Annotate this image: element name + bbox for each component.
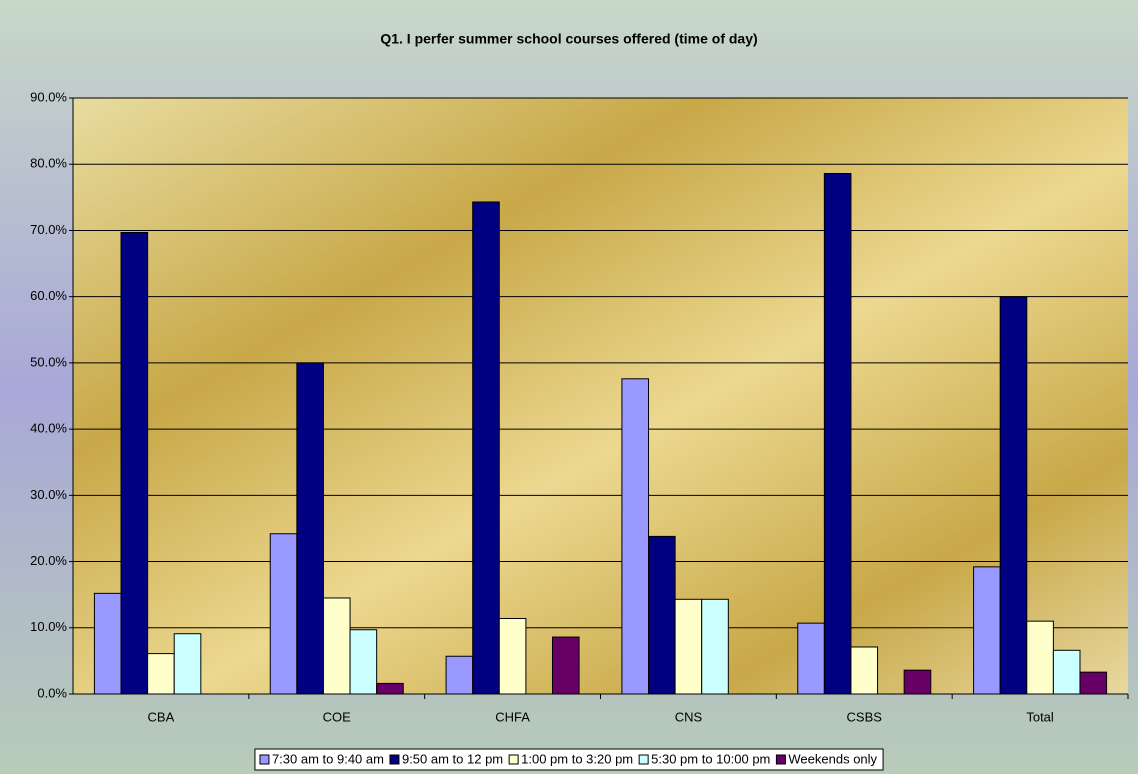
- bar: [823, 172, 852, 695]
- bar: [445, 655, 474, 695]
- legend-label: Weekends only: [788, 751, 877, 766]
- bar: [269, 533, 298, 695]
- bar: [973, 566, 1001, 695]
- bar: [120, 231, 149, 695]
- bar: [850, 646, 879, 695]
- bar: [296, 362, 324, 695]
- y-tick-label: 60.0%: [30, 288, 67, 303]
- bar: [903, 669, 932, 695]
- x-tick-label: CBA: [148, 709, 175, 724]
- y-tick-label: 50.0%: [30, 354, 67, 369]
- bar: [349, 629, 378, 695]
- x-tick-label: CHFA: [495, 709, 530, 724]
- bar: [797, 622, 825, 695]
- y-tick-label: 30.0%: [30, 487, 67, 502]
- legend-label: 1:00 pm to 3:20 pm: [521, 751, 633, 766]
- y-tick-label: 10.0%: [30, 619, 67, 634]
- bar: [999, 296, 1028, 695]
- plot-area: [73, 98, 1128, 694]
- y-tick-label: 70.0%: [30, 222, 67, 237]
- legend-swatch: [389, 754, 400, 765]
- bar: [498, 618, 527, 695]
- bar: [147, 653, 175, 695]
- bar: [621, 378, 650, 695]
- legend-swatch: [638, 754, 649, 765]
- legend: [254, 748, 884, 771]
- x-tick-label: CSBS: [847, 709, 883, 724]
- x-tick-label: Total: [1026, 709, 1054, 724]
- bar: [1052, 649, 1081, 695]
- bar: [1079, 671, 1108, 695]
- chart-title: Q1. I perfer summer school courses offer…: [380, 31, 757, 47]
- bar: [701, 598, 729, 695]
- y-tick-label: 90.0%: [30, 89, 67, 104]
- legend-swatch: [775, 754, 786, 765]
- bar: [472, 201, 500, 695]
- bar: [376, 682, 404, 695]
- bar: [93, 592, 122, 695]
- legend-label: 5:30 pm to 10:00 pm: [651, 751, 770, 766]
- bar: [551, 636, 580, 695]
- bar: [322, 597, 351, 695]
- y-tick-label: 0.0%: [37, 685, 67, 700]
- bar: [648, 535, 676, 695]
- x-tick-label: COE: [323, 709, 352, 724]
- x-tick-label: CNS: [675, 709, 703, 724]
- bar: [1026, 620, 1054, 695]
- y-tick-label: 40.0%: [30, 421, 67, 436]
- bar: [674, 598, 703, 695]
- legend-swatch: [508, 754, 519, 765]
- y-tick-label: 80.0%: [30, 156, 67, 171]
- legend-swatch: [259, 754, 270, 765]
- legend-label: 7:30 am to 9:40 am: [272, 751, 384, 766]
- y-tick-label: 20.0%: [30, 553, 67, 568]
- legend-label: 9:50 am to 12 pm: [402, 751, 503, 766]
- bar: [173, 633, 202, 695]
